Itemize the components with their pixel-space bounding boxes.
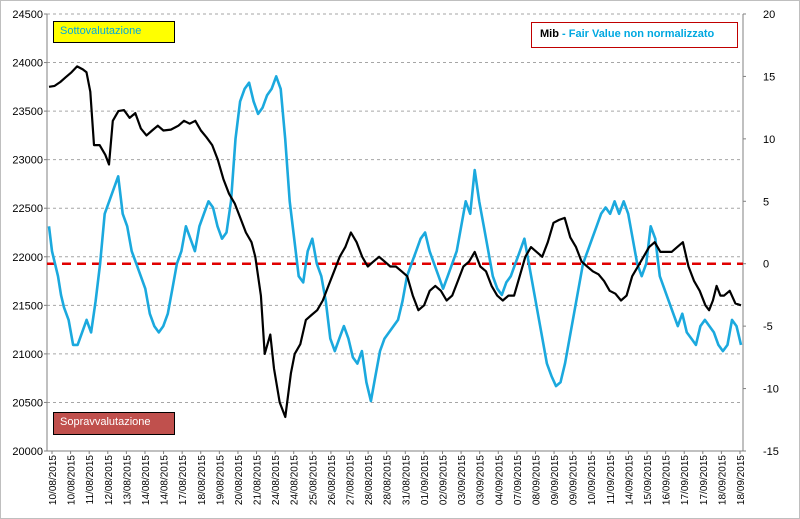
x-tick-label: 11/09/2015 bbox=[606, 455, 617, 505]
y-right-tick-label: 10 bbox=[763, 134, 775, 146]
legend-fair-value: Fair Value non normalizzato bbox=[568, 28, 715, 40]
overvaluation-label: Sopravvalutazione bbox=[53, 412, 175, 435]
x-tick-label: 04/09/2015 bbox=[494, 455, 505, 505]
y-left-tick-label: 22000 bbox=[12, 252, 43, 264]
x-tick-label: 21/08/2015 bbox=[253, 455, 264, 505]
y-left-tick-label: 20500 bbox=[12, 397, 43, 409]
legend: Mib - Fair Value non normalizzato bbox=[531, 22, 738, 48]
x-tick-label: 17/08/2015 bbox=[178, 455, 189, 505]
x-tick-label: 14/08/2015 bbox=[141, 455, 152, 505]
y-right-tick-label: 15 bbox=[763, 71, 775, 83]
y-left-tick-label: 20000 bbox=[12, 446, 43, 458]
x-tick-label: 10/08/2015 bbox=[67, 455, 78, 505]
legend-mib: Mib bbox=[540, 28, 559, 40]
x-tick-label: 24/08/2015 bbox=[271, 455, 282, 505]
x-tick-label: 17/09/2015 bbox=[699, 455, 710, 505]
y-left-tick-label: 21000 bbox=[12, 349, 43, 361]
x-tick-label: 10/08/2015 bbox=[48, 455, 59, 505]
x-tick-label: 26/08/2015 bbox=[327, 455, 338, 505]
series-mib-line bbox=[48, 65, 742, 419]
x-tick-label: 01/09/2015 bbox=[420, 455, 431, 505]
y-left-tick-label: 24000 bbox=[12, 58, 43, 70]
x-tick-label: 13/08/2015 bbox=[122, 455, 133, 505]
y-left-tick-label: 24500 bbox=[12, 9, 43, 21]
x-tick-label: 28/08/2015 bbox=[364, 455, 375, 505]
x-tick-label: 18/08/2015 bbox=[197, 455, 208, 505]
x-tick-label: 10/09/2015 bbox=[587, 455, 598, 505]
series-lines bbox=[47, 65, 743, 419]
x-tick-label: 31/08/2015 bbox=[401, 455, 412, 505]
y-right-tick-label: 5 bbox=[763, 196, 769, 208]
x-tick-label: 18/09/2015 bbox=[736, 455, 747, 505]
y-right-tick-label: 20 bbox=[763, 9, 775, 21]
x-tick-label: 19/08/2015 bbox=[215, 455, 226, 505]
axes bbox=[44, 13, 746, 454]
y-right-tick-label: -5 bbox=[763, 321, 773, 333]
y-right-tick-label: -10 bbox=[763, 384, 779, 396]
x-tick-label: 07/09/2015 bbox=[513, 455, 524, 505]
x-tick-label: 20/08/2015 bbox=[234, 455, 245, 505]
y-left-tick-label: 22500 bbox=[12, 203, 43, 215]
x-axis-labels: 10/08/2015 10/08/2015 11/08/2015 12/08/2015… bbox=[48, 455, 747, 505]
x-tick-label: 03/09/2015 bbox=[457, 455, 468, 505]
y-right-tick-label: 0 bbox=[763, 259, 769, 271]
x-tick-label: 03/09/2015 bbox=[476, 455, 487, 505]
x-tick-label: 12/08/2015 bbox=[104, 455, 115, 505]
y-right-tick-label: -15 bbox=[763, 446, 779, 458]
x-tick-label: 15/09/2015 bbox=[643, 455, 654, 505]
y-axis-left-labels: 20000 20500 21000 21500 22000 22500 23000 23500… bbox=[12, 9, 43, 458]
x-tick-label: 11/08/2015 bbox=[85, 455, 96, 505]
x-tick-label: 14/08/2015 bbox=[160, 455, 171, 505]
y-axis-right-labels: -15 -10 -5 0 5 10 15 20 bbox=[763, 9, 779, 458]
x-tick-label: 09/09/2015 bbox=[550, 455, 561, 505]
undervaluation-label: Sottovalutazione bbox=[53, 21, 175, 43]
y-left-tick-label: 23000 bbox=[12, 155, 43, 167]
x-tick-label: 17/09/2015 bbox=[680, 455, 691, 505]
x-tick-label: 24/08/2015 bbox=[290, 455, 301, 505]
x-tick-label: 02/09/2015 bbox=[438, 455, 449, 505]
x-tick-label: 14/09/2015 bbox=[624, 455, 635, 505]
x-tick-label: 27/08/2015 bbox=[346, 455, 357, 505]
x-tick-label: 09/09/2015 bbox=[569, 455, 580, 505]
series-fair-value-line bbox=[47, 75, 743, 403]
y-left-tick-label: 21500 bbox=[12, 300, 43, 312]
x-tick-label: 28/08/2015 bbox=[383, 455, 394, 505]
x-tick-label: 25/08/2015 bbox=[308, 455, 319, 505]
x-tick-label: 18/09/2015 bbox=[717, 455, 728, 505]
y-left-tick-label: 23500 bbox=[12, 106, 43, 118]
x-tick-label: 16/09/2015 bbox=[662, 455, 673, 505]
gridlines bbox=[47, 13, 743, 403]
x-tick-label: 08/09/2015 bbox=[531, 455, 542, 505]
legend-separator: - bbox=[558, 28, 569, 40]
